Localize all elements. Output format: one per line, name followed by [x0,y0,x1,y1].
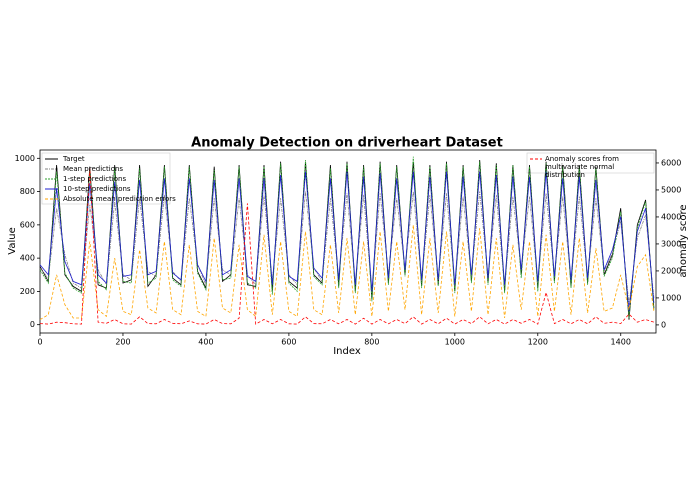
legend-label: Mean predictions [63,165,123,173]
y-tick-label: 1000 [15,154,35,163]
x-tick-label: 800 [364,338,379,347]
series-line [39,224,655,321]
x-tick-label: 1400 [611,338,631,347]
legend-box [41,152,171,205]
y2-tick-label: 2000 [661,266,681,275]
y2-tick-label: 0 [661,320,666,329]
legend-label: Absolute mean prediction errors [63,195,176,203]
x-tick-label: 400 [198,338,213,347]
y-tick-label: 0 [30,320,35,329]
chart-title: Anomaly Detection on driverheart Dataset [191,136,503,151]
legend-label: Anomaly scores from multivariate normal … [545,155,619,179]
y-tick-label: 200 [20,287,35,296]
x-tick-label: 600 [281,338,296,347]
legend-label: 10-step predictions [63,185,131,193]
y2-axis-label: anomaly score [678,204,689,277]
x-tick-label: 0 [37,338,42,347]
y-tick-label: 400 [20,254,35,263]
series-line [39,191,655,305]
legend-box [526,152,655,174]
series-line [39,171,655,312]
x-tick-label: 1200 [528,338,548,347]
series-line [39,168,655,325]
plot-frame [39,149,657,334]
x-tick-label: 200 [115,338,130,347]
x-axis-label: Index [333,346,361,357]
y-tick-label: 600 [20,220,35,229]
y2-tick-label: 4000 [661,212,681,221]
legend-label: Target [62,155,85,163]
y-axis-label: Value [7,227,18,254]
y2-tick-label: 3000 [661,239,681,248]
legend-label: 1-step predictions [63,175,126,183]
x-tick-label: 1000 [445,338,465,347]
y2-tick-label: 5000 [661,185,681,194]
y-tick-label: 800 [20,187,35,196]
y2-tick-label: 1000 [661,293,681,302]
y2-tick-label: 6000 [661,158,681,167]
